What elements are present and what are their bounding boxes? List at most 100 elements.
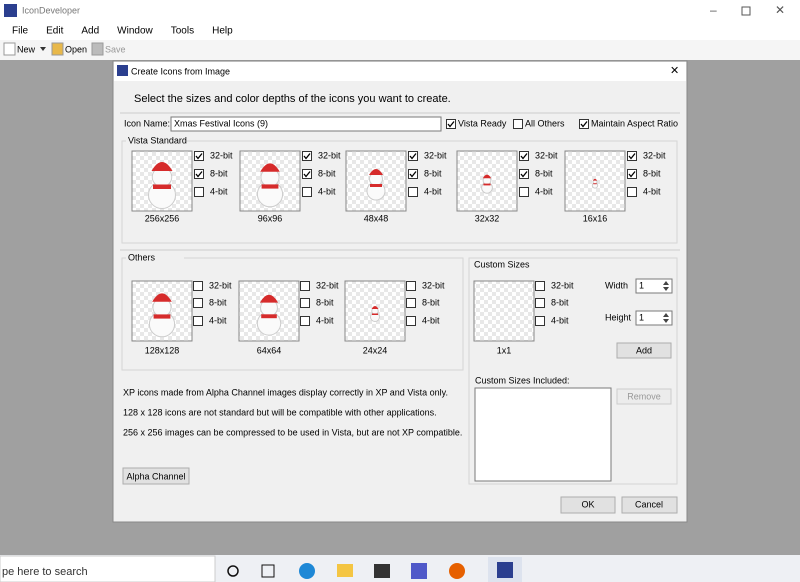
- size-label: 32x32: [475, 213, 500, 223]
- height-spinner[interactable]: [635, 310, 673, 326]
- depth-label: 8-bit: [210, 168, 228, 178]
- depth-label: 8-bit: [422, 297, 440, 307]
- spin-up[interactable]: [663, 281, 669, 285]
- checkbox[interactable]: [406, 281, 416, 291]
- checkbox[interactable]: [302, 151, 312, 161]
- checkbox[interactable]: [535, 316, 545, 326]
- depth-label: 32-bit: [210, 150, 233, 160]
- width-value: 1: [639, 280, 644, 290]
- checkbox[interactable]: [627, 187, 637, 197]
- toolbar: [0, 40, 800, 60]
- checkbox[interactable]: [579, 119, 589, 129]
- checkbox[interactable]: [300, 316, 310, 326]
- dialog-icon: [117, 65, 128, 76]
- size-label: 24x24: [363, 345, 388, 355]
- size-label: 256x256: [145, 213, 180, 223]
- width-spinner[interactable]: [635, 278, 673, 294]
- included-list[interactable]: [474, 387, 612, 482]
- snowman-hat: [152, 293, 172, 302]
- explorer-icon[interactable]: [337, 564, 353, 577]
- checkbox[interactable]: [300, 298, 310, 308]
- checkbox[interactable]: [408, 151, 418, 161]
- menu-item[interactable]: Add: [81, 26, 99, 37]
- dialog-close[interactable]: ✕: [670, 65, 679, 77]
- icon-name-label: Icon Name:: [124, 118, 170, 128]
- checkbox[interactable]: [519, 151, 529, 161]
- checkbox[interactable]: [406, 298, 416, 308]
- checkbox[interactable]: [194, 169, 204, 179]
- depth-label: 4-bit: [316, 315, 334, 325]
- checkbox[interactable]: [408, 169, 418, 179]
- checkbox[interactable]: [446, 119, 456, 129]
- toolbar-button[interactable]: Save: [105, 44, 126, 54]
- checkbox[interactable]: [627, 151, 637, 161]
- spin-up[interactable]: [663, 313, 669, 317]
- snowman-hat: [369, 169, 383, 175]
- depth-label: 4-bit: [318, 186, 336, 196]
- menu-item[interactable]: Help: [212, 26, 233, 37]
- ok-label: OK: [581, 499, 594, 509]
- maximize[interactable]: [741, 6, 751, 16]
- spin-down[interactable]: [663, 287, 669, 291]
- checkbox[interactable]: [408, 187, 418, 197]
- teams-icon[interactable]: [411, 563, 427, 579]
- checkbox[interactable]: [193, 298, 203, 308]
- depth-label: 8-bit: [316, 297, 334, 307]
- alpha-button[interactable]: [122, 467, 190, 485]
- option-label: Maintain Aspect Ratio: [591, 118, 678, 128]
- firefox-icon[interactable]: [449, 563, 465, 579]
- checkbox[interactable]: [627, 169, 637, 179]
- search-box[interactable]: [0, 555, 216, 582]
- edge-icon[interactable]: [299, 563, 315, 579]
- checkbox[interactable]: [519, 187, 529, 197]
- toolbar-icon[interactable]: [51, 42, 64, 56]
- checkbox[interactable]: [535, 298, 545, 308]
- checkbox[interactable]: [193, 281, 203, 291]
- snowman-scarf: [261, 314, 277, 319]
- icon-name-input[interactable]: [170, 116, 442, 132]
- snowman-scarf: [372, 313, 378, 315]
- menu-item[interactable]: File: [12, 26, 29, 37]
- toolbar-icon[interactable]: [3, 42, 16, 56]
- task-view[interactable]: [261, 564, 275, 578]
- menu-item[interactable]: Edit: [46, 26, 63, 37]
- store-icon[interactable]: [374, 564, 390, 578]
- depth-label: 8-bit: [318, 168, 336, 178]
- toolbar-button[interactable]: New: [17, 44, 36, 54]
- checkbox[interactable]: [302, 169, 312, 179]
- minimize[interactable]: –: [710, 3, 717, 17]
- ok-button[interactable]: [560, 496, 616, 514]
- snowman-hat: [260, 163, 280, 172]
- checkmark: [520, 153, 528, 160]
- snowman-scarf: [261, 184, 279, 189]
- dropdown-arrow[interactable]: [40, 47, 46, 51]
- close[interactable]: ✕: [775, 3, 785, 17]
- checkbox[interactable]: [513, 119, 523, 129]
- menu-item[interactable]: Window: [117, 26, 153, 37]
- app-taskbar-icon: [497, 562, 513, 578]
- note: 128 x 128 icons are not standard but wil…: [123, 407, 437, 417]
- menu-item[interactable]: Tools: [171, 26, 194, 37]
- size-label: 48x48: [364, 213, 389, 223]
- toolbar-icon[interactable]: [91, 42, 104, 56]
- dialog-title: Create Icons from Image: [131, 66, 230, 76]
- remove-label: Remove: [627, 391, 661, 401]
- checkbox[interactable]: [194, 187, 204, 197]
- depth-label: 4-bit: [551, 315, 569, 325]
- checkbox[interactable]: [193, 316, 203, 326]
- checkbox[interactable]: [406, 316, 416, 326]
- cancel-button[interactable]: [621, 496, 678, 514]
- checkbox[interactable]: [194, 151, 204, 161]
- depth-label: 32-bit: [316, 280, 339, 290]
- alpha-label: Alpha Channel: [126, 471, 185, 481]
- checkbox[interactable]: [519, 169, 529, 179]
- cortana[interactable]: [227, 565, 239, 577]
- checkbox[interactable]: [302, 187, 312, 197]
- toolbar-button[interactable]: Open: [65, 44, 87, 54]
- group-box: [121, 257, 464, 371]
- add-button[interactable]: [616, 342, 672, 359]
- note: 256 x 256 images can be compressed to be…: [123, 427, 462, 437]
- checkbox[interactable]: [535, 281, 545, 291]
- checkbox[interactable]: [300, 281, 310, 291]
- spin-down[interactable]: [663, 319, 669, 323]
